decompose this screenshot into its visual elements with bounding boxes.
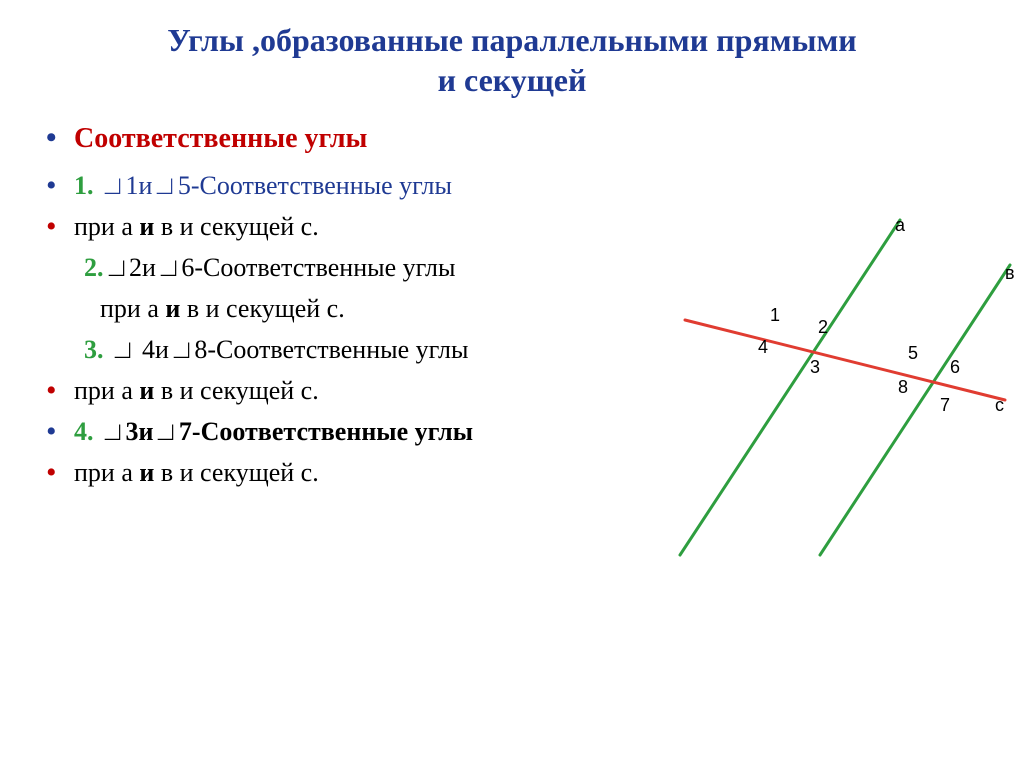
item-text2: в и секущей с. [154,212,318,241]
item-bold: и [139,212,154,241]
angle-icon: ∟ [104,250,129,285]
list-item: 1. ∟1и∟5-Соответственные углы [40,168,680,203]
angle-icon: ∟ [152,168,177,203]
angle-icon: ∟ [110,332,135,367]
items-list: 1. ∟1и∟5-Соответственные углы при а и в … [40,168,680,491]
angle-icon: ∟ [100,414,125,449]
list-item: 2.∟2и∟6-Соответственные углы [40,250,680,285]
item-text: при а [74,458,139,487]
diagram-label-n1: 1 [770,305,780,326]
list-item: при а и в и секущей с. [40,455,680,490]
item-bold: и [139,458,154,487]
diagram-label-n6: 6 [950,357,960,378]
line-b [820,265,1010,555]
item-body: ∟3и∟7-Соответственные углы [94,417,474,446]
item-body: ∟ 4и∟8-Соответственные углы [104,335,469,364]
title-line-1: Углы ,образованные параллельными прямыми [167,22,856,58]
angle-icon: ∟ [153,414,178,449]
line-a [680,220,900,555]
item-text2: в и секущей с. [180,294,344,323]
item-body: ∟2и∟6-Соответственные углы [104,253,456,282]
diagram-label-n7: 7 [940,395,950,416]
item-number: 2. [84,253,104,282]
item-number: 3. [84,335,104,364]
list-item: при а и в и секущей с. [40,209,680,244]
diagram-label-n8: 8 [898,377,908,398]
angle-icon: ∟ [100,168,125,203]
angle-icon: ∟ [169,332,194,367]
angle-icon: ∟ [156,250,181,285]
item-text2: в и секущей с. [154,376,318,405]
diagram-label-a: а [895,215,905,236]
list-item: 3. ∟ 4и∟8-Соответственные углы [40,332,680,367]
item-number: 4. [74,417,94,446]
diagram-label-n3: 3 [810,357,820,378]
item-text2: в и секущей с. [154,458,318,487]
list-item: при а и в и секущей с. [40,291,680,326]
diagram-label-n2: 2 [818,317,828,338]
item-text: при а [74,212,139,241]
item-bold: и [165,294,180,323]
geometry-diagram: а в с 1 2 3 4 5 67 8 [650,205,1020,575]
item-text: при а [74,376,139,405]
content-list: Соответственные углы [40,120,680,158]
subtitle-item: Соответственные углы [40,120,680,158]
diagram-label-n4: 4 [758,337,768,358]
item-body: ∟1и∟5-Соответственные углы [94,171,452,200]
item-number: 1. [74,171,94,200]
content-block: Соответственные углы 1. ∟1и∟5-Соответств… [40,120,680,497]
item-bold: и [139,376,154,405]
title-line-2: и секущей [438,62,587,98]
slide-title: Углы ,образованные параллельными прямыми… [0,0,1024,100]
list-item: при а и в и секущей с. [40,373,680,408]
diagram-label-n5: 5 [908,343,918,364]
subtitle-text: Соответственные углы [74,123,367,154]
diagram-label-c: с [995,395,1004,416]
list-item: 4. ∟3и∟7-Соответственные углы [40,414,680,449]
diagram-svg [650,205,1020,575]
diagram-label-b: в [1005,263,1015,284]
item-text: при а [100,294,165,323]
